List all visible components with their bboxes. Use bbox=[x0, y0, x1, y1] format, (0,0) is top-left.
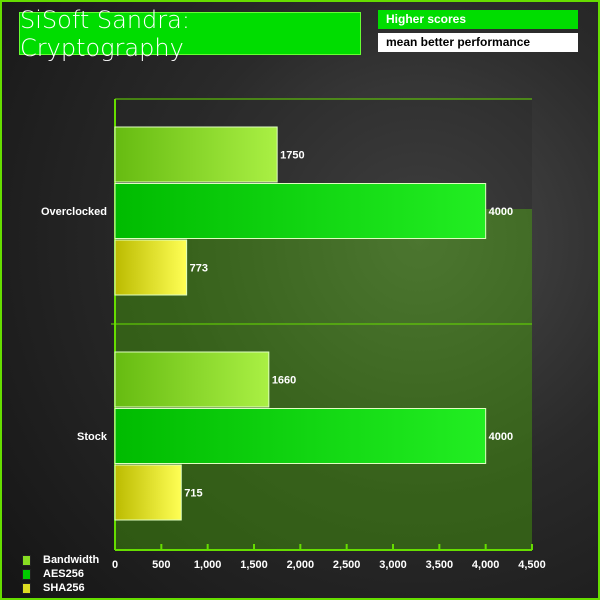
data-label: 4000 bbox=[489, 431, 513, 443]
bar-sha256 bbox=[114, 239, 188, 296]
legend-item: AES256 bbox=[22, 567, 99, 581]
x-tick-label: 4,000 bbox=[472, 559, 500, 571]
x-tick-label: 3,000 bbox=[379, 559, 407, 571]
x-tick-label: 2,500 bbox=[333, 559, 361, 571]
x-tick-label: 0 bbox=[112, 559, 118, 571]
x-tick-label: 1,000 bbox=[194, 559, 222, 571]
data-label: 1660 bbox=[272, 375, 296, 387]
bar-aes256 bbox=[114, 408, 487, 464]
data-label: 4000 bbox=[489, 206, 513, 218]
bar-sha256 bbox=[114, 464, 182, 521]
legend-label: AES256 bbox=[43, 568, 84, 580]
category-label: Overclocked bbox=[41, 206, 107, 218]
legend-swatch bbox=[22, 582, 31, 594]
legend-item: Bandwidth bbox=[22, 553, 99, 567]
bar-aes256 bbox=[114, 183, 487, 239]
legend-label: SHA256 bbox=[43, 582, 85, 594]
x-tick-label: 3,500 bbox=[426, 559, 454, 571]
x-tick-label: 2,000 bbox=[287, 559, 315, 571]
data-label: 715 bbox=[184, 488, 202, 500]
x-tick-label: 4,500 bbox=[518, 559, 546, 571]
note-better-performance: mean better performance bbox=[378, 33, 578, 52]
legend-swatch bbox=[22, 554, 31, 566]
x-tick-label: 1,500 bbox=[240, 559, 268, 571]
x-tick-label: 500 bbox=[152, 559, 170, 571]
data-label: 1750 bbox=[280, 150, 304, 162]
bar-bandwidth bbox=[114, 351, 270, 408]
note-higher-scores: Higher scores bbox=[378, 10, 578, 29]
legend-swatch bbox=[22, 568, 31, 580]
legend-item: SHA256 bbox=[22, 581, 99, 595]
category-label: Stock bbox=[77, 431, 108, 443]
legend-label: Bandwidth bbox=[43, 554, 100, 566]
data-label: 773 bbox=[190, 263, 208, 275]
legend: Bandwidth AES256 SHA256 bbox=[22, 553, 99, 595]
bar-bandwidth bbox=[114, 126, 278, 183]
